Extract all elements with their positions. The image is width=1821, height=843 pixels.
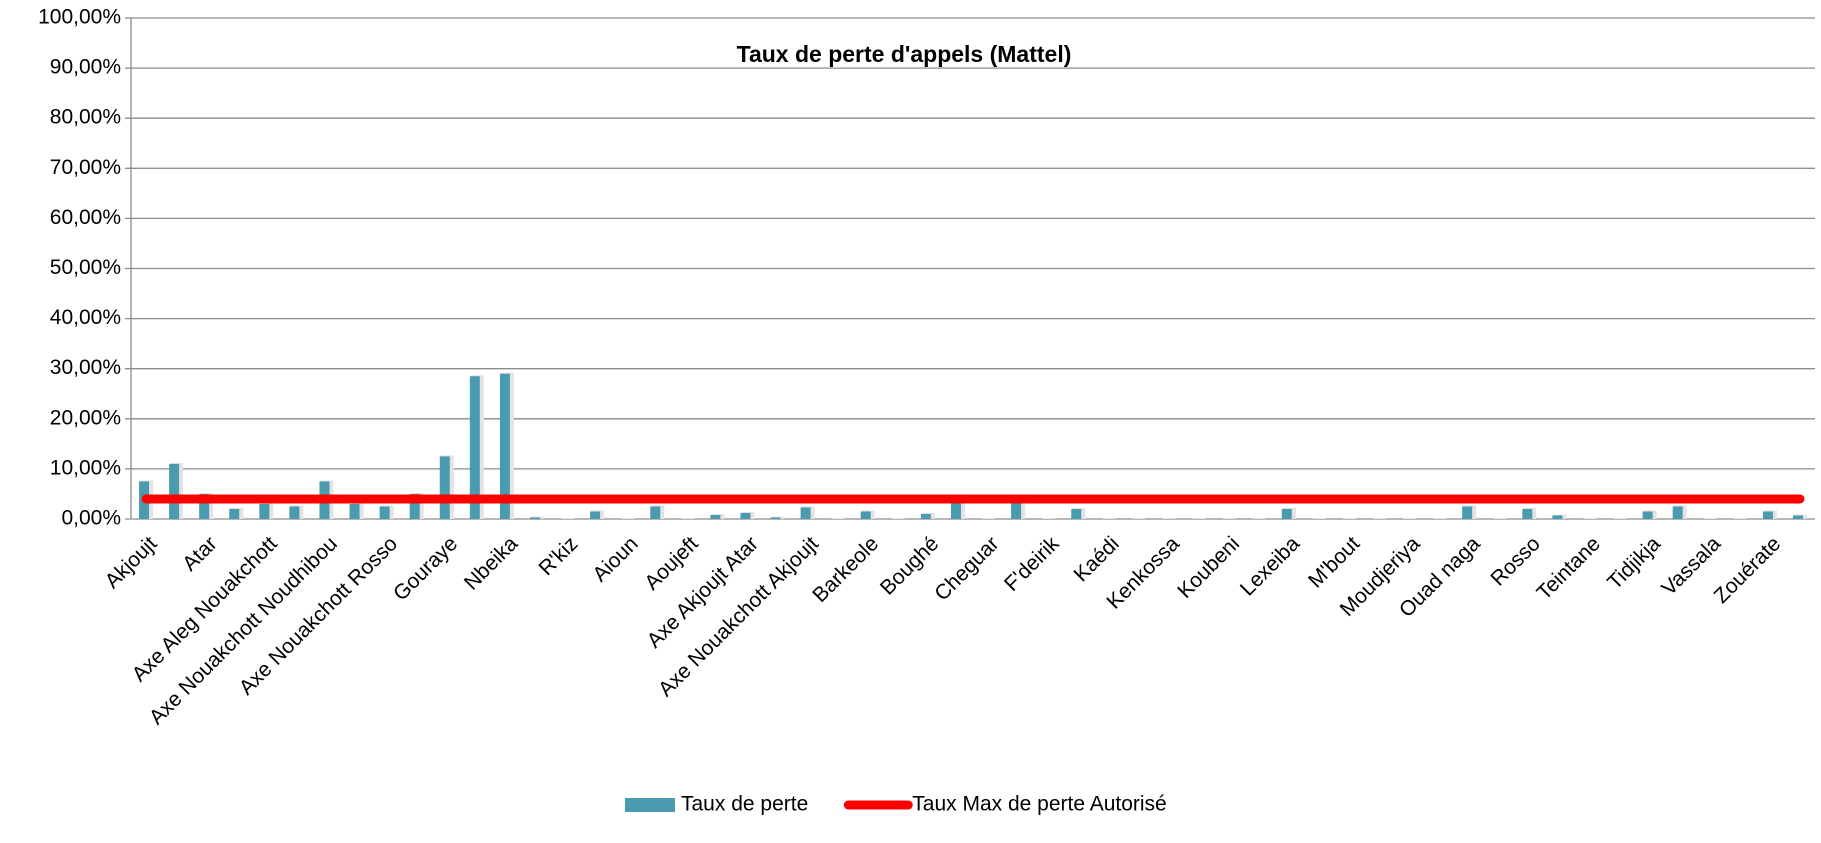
bar-shadow xyxy=(681,518,695,519)
bar-shadow xyxy=(1342,518,1356,519)
bar-shadow xyxy=(1703,518,1717,519)
bar xyxy=(529,517,540,519)
y-tick-label: 80,00% xyxy=(50,106,121,129)
legend-label: Taux Max de perte Autorisé xyxy=(912,793,1166,816)
x-tick-label: Teintane xyxy=(1533,532,1605,604)
bar xyxy=(469,376,480,519)
bar xyxy=(229,508,240,519)
x-tick-label: Tidjikja xyxy=(1603,532,1665,594)
bar xyxy=(1642,511,1653,519)
bar xyxy=(740,512,751,519)
bar xyxy=(920,513,931,519)
bar-shadow xyxy=(1372,518,1386,519)
bar xyxy=(770,517,781,519)
bar-shadow xyxy=(831,518,845,519)
bar-shadow xyxy=(1583,518,1597,519)
y-tick-label: 30,00% xyxy=(50,356,121,379)
bar-shadow xyxy=(1102,518,1116,519)
bar xyxy=(1071,508,1082,519)
bar xyxy=(1011,501,1022,519)
bar xyxy=(1762,511,1773,519)
bar xyxy=(710,514,721,519)
bar xyxy=(259,503,270,519)
x-tick-label: Cheguar xyxy=(930,532,1003,605)
bar xyxy=(439,456,450,519)
bar-shadow xyxy=(1312,518,1326,519)
y-tick-label: 10,00% xyxy=(50,456,121,479)
bar xyxy=(1552,515,1563,519)
x-tick-label: Aioun xyxy=(588,532,642,586)
bar xyxy=(199,493,210,519)
bar-shadow xyxy=(1252,518,1266,519)
y-tick-label: 0,00% xyxy=(61,507,121,530)
y-tick-label: 60,00% xyxy=(50,206,121,229)
bar xyxy=(860,511,871,519)
x-tick-label: Kaédi xyxy=(1070,532,1124,586)
bar-shadow xyxy=(621,518,635,519)
bar xyxy=(499,373,510,519)
x-tick-label: Akjoujt xyxy=(101,532,162,593)
bar xyxy=(169,463,180,519)
bar-shadow xyxy=(561,518,575,519)
y-tick-label: 100,00% xyxy=(38,6,121,29)
bar xyxy=(1672,506,1683,519)
bar-shadow xyxy=(982,518,996,519)
bar xyxy=(1792,515,1803,519)
x-tick-label: F'deirik xyxy=(1000,532,1064,596)
bar xyxy=(1281,508,1292,519)
x-tick-label: Axe Akjoujt Atar xyxy=(643,532,763,652)
bar-shadow xyxy=(1132,518,1146,519)
bar xyxy=(650,506,661,519)
x-tick-label: Rosso xyxy=(1486,532,1544,590)
x-tick-label: Koubeni xyxy=(1173,532,1244,603)
bar-shadow xyxy=(891,518,905,519)
x-tick-label: Nbeika xyxy=(460,532,523,595)
x-tick-label: Barkeole xyxy=(808,532,883,607)
bar xyxy=(1522,508,1533,519)
x-tick-label: Atar xyxy=(178,532,222,576)
bar xyxy=(379,506,390,519)
y-tick-label: 20,00% xyxy=(50,406,121,429)
bar xyxy=(409,493,420,519)
bar-shadow xyxy=(1222,518,1236,519)
bar-shadow xyxy=(1613,518,1627,519)
legend-label: Taux de perte xyxy=(681,793,808,816)
legend-swatch xyxy=(625,798,675,812)
y-tick-label: 90,00% xyxy=(50,56,121,79)
bar-shadow xyxy=(1162,518,1176,519)
chart-title: Taux de perte d'appels (Mattel) xyxy=(737,41,1072,67)
bar xyxy=(950,501,961,519)
x-tick-label: Lexeiba xyxy=(1236,532,1305,601)
bar-shadow xyxy=(1493,518,1507,519)
bar-shadow xyxy=(1433,518,1447,519)
bar xyxy=(349,503,360,519)
y-tick-label: 70,00% xyxy=(50,156,121,179)
x-tick-label: Gouraye xyxy=(389,532,462,605)
bar xyxy=(1462,506,1473,519)
bar-shadow xyxy=(1192,518,1206,519)
x-tick-label: R'kiz xyxy=(535,532,583,580)
bar xyxy=(590,511,601,519)
bar xyxy=(800,507,811,519)
bar-shadow xyxy=(1733,518,1747,519)
bar-shadow xyxy=(1042,518,1056,519)
y-tick-label: 50,00% xyxy=(50,256,121,279)
x-tick-label: M'bout xyxy=(1304,532,1364,592)
x-tick-label: Zouérate xyxy=(1710,532,1786,608)
y-tick-label: 40,00% xyxy=(50,306,121,329)
bar xyxy=(289,506,300,519)
bar-shadow xyxy=(1403,518,1417,519)
